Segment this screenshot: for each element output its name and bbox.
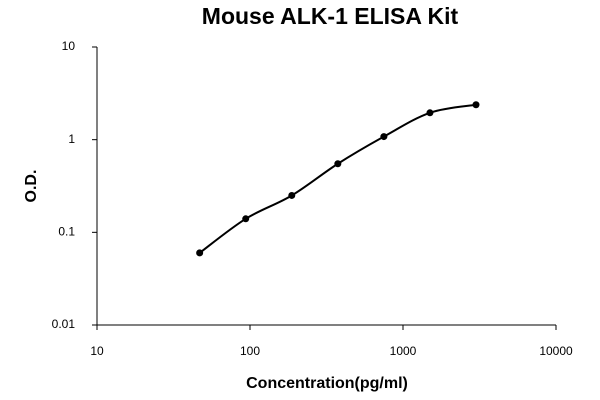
x-tick-label: 100 [240, 344, 260, 358]
x-tick-label: 10 [90, 344, 104, 358]
y-tick-label: 10 [62, 39, 76, 53]
x-tick-label: 1000 [390, 344, 417, 358]
data-point [242, 215, 250, 223]
y-tick-label: 0.1 [58, 225, 75, 239]
y-tick-label: 0.01 [52, 317, 76, 331]
data-point [426, 109, 434, 117]
x-axis-label: Concentration(pg/ml) [246, 375, 408, 392]
y-tick-label: 1 [68, 132, 75, 146]
y-axis-label: O.D. [23, 170, 40, 203]
fit-curve [199, 103, 477, 254]
data-point [334, 160, 342, 168]
chart-title: Mouse ALK-1 ELISA Kit [202, 3, 459, 29]
x-tick-label: 10000 [539, 344, 573, 358]
data-point [288, 191, 296, 199]
data-point [472, 101, 480, 109]
data-point [196, 249, 204, 257]
data-point [380, 133, 388, 141]
